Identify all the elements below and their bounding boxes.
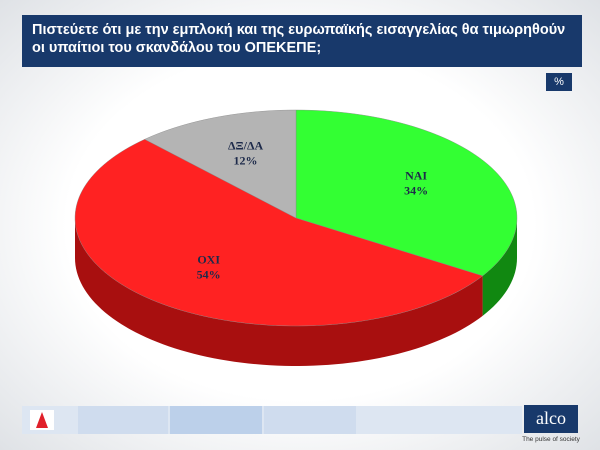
slice (295, 109, 518, 277)
footer: alco The pulse of society (22, 405, 581, 443)
slice-label: ΔΞ/ΔΑ (228, 139, 264, 153)
value-label: 34% (404, 184, 428, 198)
brand-box (524, 405, 578, 433)
unit-badge: % (546, 73, 572, 91)
footer-segment (170, 406, 262, 434)
slice-label: ΝΑΙ (405, 169, 427, 183)
footer-segment (78, 406, 168, 434)
value-label: 12% (234, 154, 258, 168)
footer-segment (264, 406, 356, 434)
slice-side (75, 218, 483, 366)
value-label: 54% (197, 268, 221, 282)
slice (74, 139, 484, 327)
slice-side (482, 218, 517, 316)
channel-logo (36, 412, 48, 428)
slice-label: ΟΧΙ (197, 253, 220, 267)
tagline: The pulse of society (522, 436, 581, 443)
slice (144, 109, 297, 219)
brand: alco (536, 408, 566, 428)
chart-title: Πιστεύετε ότι με την εμπλοκή και της ευρ… (22, 15, 582, 67)
